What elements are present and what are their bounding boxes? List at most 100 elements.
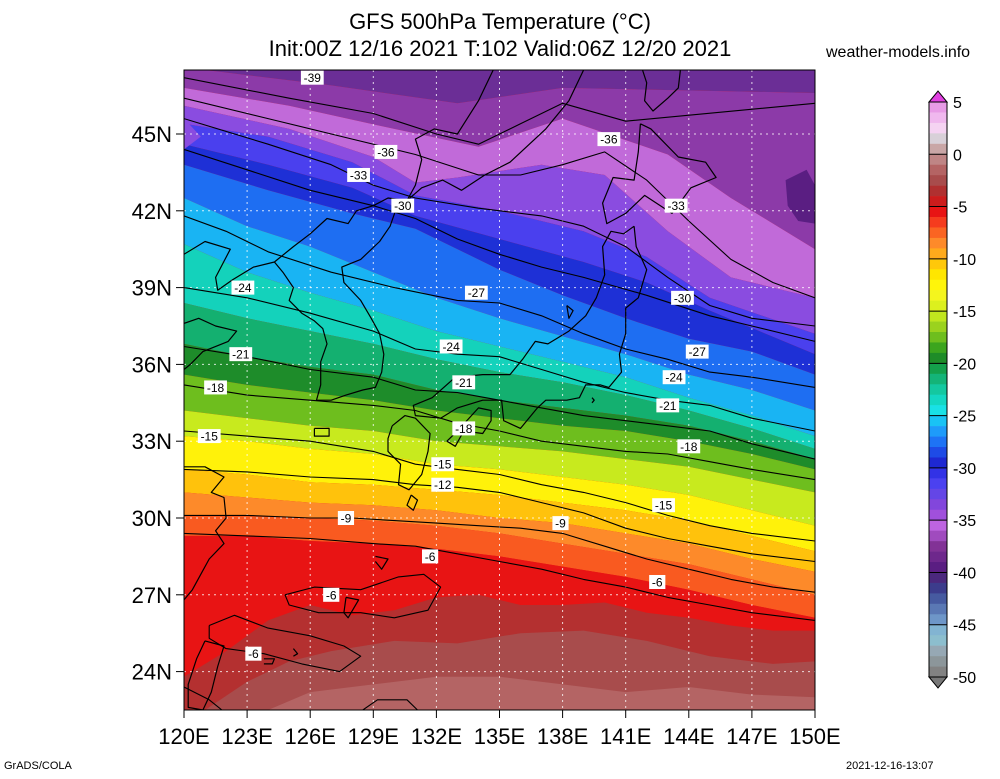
lon-label-4: 132E [411, 724, 462, 749]
contour-label-1: -36 [374, 144, 398, 159]
colorbar-swatch-39 [929, 509, 947, 521]
contour-labels: -39 -36 -36 -33 -33 -30 -30 -27 -27 -24 -24 -24 -21 -… [197, 70, 709, 661]
svg-text:-21: -21 [455, 376, 473, 390]
graticule [184, 70, 815, 710]
credit-grads: GrADS/COLA [4, 760, 72, 772]
contour-label-21: -12 [431, 477, 455, 492]
colorbar-swatch-33 [929, 447, 947, 458]
colorbar-swatch-34 [929, 457, 947, 469]
svg-text:-12: -12 [434, 478, 452, 492]
svg-text:-18: -18 [455, 422, 473, 436]
colorbar-swatch-43 [929, 551, 947, 563]
svg-text:-6: -6 [248, 647, 259, 661]
colorbar-swatch-27 [929, 384, 947, 396]
contour-label-5: -30 [391, 198, 415, 213]
coast-miyako [292, 648, 299, 657]
svg-text:-9: -9 [341, 512, 352, 526]
contour-label-6: -30 [671, 290, 694, 305]
lon-label-3: 129E [348, 724, 399, 749]
colorbar-swatch-7 [929, 175, 947, 186]
colorbar-swatch-36 [929, 478, 947, 490]
contour-label-26: -6 [323, 587, 340, 602]
svg-text:-27: -27 [689, 345, 707, 359]
colorbar-swatch-52 [929, 645, 947, 657]
colorbar-swatch-46 [929, 582, 947, 594]
colorbar-swatch-22 [929, 332, 947, 343]
contour-label-24: -6 [421, 549, 439, 564]
colorbar-swatch-12 [929, 227, 947, 239]
colorbar-label-4: -15 [953, 304, 976, 321]
colorbar-label-6: -25 [953, 409, 976, 426]
isotherm-11 [184, 532, 815, 621]
colorbar-swatch-10 [929, 206, 947, 218]
contour-label-14: -21 [656, 398, 680, 413]
colorbar-swatch-30 [929, 415, 947, 427]
isotherm-10 [184, 514, 815, 593]
svg-text:-18: -18 [207, 381, 225, 395]
lat-label-7: 24N [132, 660, 172, 685]
coast-okinawa [343, 596, 360, 619]
contour-label-4: -33 [664, 198, 688, 213]
svg-text:-6: -6 [425, 550, 436, 564]
colorbar-swatch-53 [929, 656, 947, 667]
colorbar-label-8: -35 [953, 513, 976, 530]
temp-band-9 [184, 303, 815, 460]
coastlines [184, 70, 717, 710]
colorbar-swatch-15 [929, 258, 947, 270]
colorbar-swatch-49 [929, 614, 947, 626]
svg-text:-24: -24 [665, 371, 683, 385]
colorbar-label-3: -10 [953, 252, 976, 269]
svg-text:-30: -30 [674, 291, 692, 305]
isotherm-4 [184, 215, 815, 388]
coast-sado [566, 305, 574, 319]
svg-text:-15: -15 [434, 458, 452, 472]
colorbar-swatch-51 [929, 635, 947, 646]
colorbar-swatch-3 [929, 133, 947, 145]
colorbar-label-10: -45 [953, 618, 976, 635]
colorbar-top-arrow [927, 90, 949, 103]
temp-band-2 [184, 87, 815, 298]
coast-sakhalin [641, 70, 681, 112]
isotherm-6 [184, 345, 815, 460]
coast-ishigaki [263, 658, 275, 665]
svg-text:-6: -6 [326, 588, 337, 602]
temp-patch-1 [184, 118, 201, 150]
map-subtitle: Init:00Z 12/16 2021 T:102 Valid:06Z 12/2… [268, 36, 732, 61]
contour-label-23: -9 [552, 516, 569, 531]
isotherm-2 [184, 118, 815, 327]
coast-amami [374, 555, 389, 570]
lat-label-4: 33N [132, 429, 172, 454]
contour-label-11: -24 [662, 370, 686, 385]
lat-label-2: 39N [132, 276, 172, 301]
lon-label-7: 141E [600, 724, 651, 749]
svg-text:-24: -24 [234, 281, 252, 295]
temp-band-1 [184, 70, 815, 250]
coast-hokkaido [601, 123, 717, 225]
colorbar-label-9: -40 [953, 565, 976, 582]
svg-text:-36: -36 [600, 133, 618, 147]
contour-label-22: -9 [337, 511, 355, 526]
colorbar-swatch-26 [929, 373, 947, 385]
colorbar-swatch-38 [929, 499, 947, 511]
colorbar-swatch-23 [929, 342, 947, 354]
colorbar-swatch-45 [929, 572, 947, 584]
colorbar-swatch-9 [929, 196, 947, 207]
svg-text:-21: -21 [659, 399, 677, 413]
svg-text:-33: -33 [668, 199, 686, 213]
colorbar-swatch-29 [929, 405, 947, 416]
timestamp: 2021-12-16-13:07 [846, 760, 934, 772]
axes: 45N 42N 39N 36N 33N 30N 27N 24N 120E 123E 126E 129E… [132, 122, 841, 749]
svg-text:-30: -30 [394, 199, 412, 213]
colorbar-label-1: 0 [953, 147, 962, 164]
contour-label-12: -21 [229, 347, 253, 362]
colorbar-swatch-16 [929, 269, 947, 281]
lon-label-8: 144E [663, 724, 714, 749]
contour-label-9: -24 [231, 280, 255, 295]
temp-band-20 [268, 676, 815, 710]
colorbar-swatch-17 [929, 279, 947, 291]
coast-china-border [274, 197, 408, 263]
colorbar-label-0: 5 [953, 95, 962, 112]
coast-tanegashima [406, 494, 419, 511]
contour-label-13: -21 [452, 375, 476, 390]
